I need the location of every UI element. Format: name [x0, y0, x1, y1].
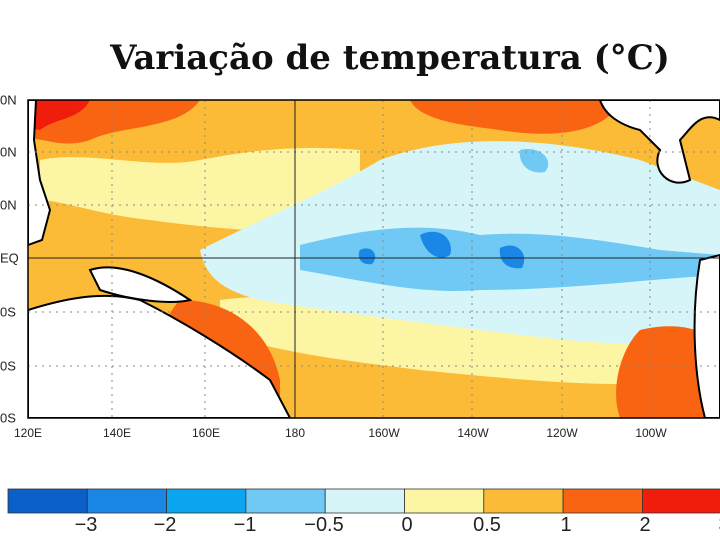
land-asia — [28, 100, 52, 247]
colorbar-swatch — [245, 488, 326, 514]
anomaly-blue-patches — [358, 231, 525, 269]
lon-label: 160W — [368, 426, 400, 440]
lat-label: 0S — [0, 304, 16, 320]
colorbar-label: −3 — [74, 514, 98, 536]
map-title: Variação de temperatura (°C) — [110, 38, 670, 78]
colorbar-swatch — [86, 488, 168, 514]
land-australia — [28, 294, 292, 418]
lon-label: 100W — [635, 426, 667, 440]
colorbar-swatch — [7, 488, 88, 514]
land-south-america — [693, 253, 720, 418]
lon-label: 180 — [284, 426, 306, 440]
anomaly-red-se — [616, 326, 720, 418]
colorbar-swatch — [166, 488, 247, 514]
lon-label: 140W — [457, 426, 489, 440]
lat-label: 0S — [0, 410, 16, 426]
lat-label: 0N — [0, 197, 17, 213]
lon-label: 160E — [191, 426, 221, 440]
colorbar-label: 3 — [718, 514, 720, 537]
land-americas — [598, 100, 720, 184]
lat-label: 0N — [0, 144, 17, 160]
lon-label: 120E — [13, 426, 43, 440]
colorbar-label: 1 — [560, 514, 572, 536]
colorbar-label: 0.5 — [473, 514, 501, 536]
colorbar-label: −0.5 — [304, 514, 344, 536]
anomaly-red-north — [410, 100, 620, 134]
lat-label: EQ — [0, 250, 19, 266]
lon-label: 120W — [546, 426, 578, 440]
lat-label: 0N — [0, 92, 17, 108]
land-new-guinea — [88, 266, 193, 303]
colorbar — [7, 488, 720, 514]
map-frame — [27, 99, 720, 419]
colorbar-label: −2 — [153, 514, 177, 536]
colorbar-swatch — [404, 488, 485, 514]
colorbar-label: 0 — [401, 514, 413, 536]
lat-label: 0S — [0, 358, 16, 374]
colorbar-swatch — [483, 488, 564, 514]
colorbar-swatch — [642, 488, 720, 514]
colorbar-swatch — [562, 488, 643, 514]
lon-label: 140E — [102, 426, 132, 440]
anomaly-blue-north — [519, 149, 549, 173]
colorbar-swatch — [324, 488, 405, 514]
anomaly-red-corner — [28, 100, 90, 130]
colorbar-label: 2 — [639, 514, 651, 536]
anomaly-yellow-west — [40, 148, 360, 232]
colorbar-label: −1 — [233, 514, 257, 536]
